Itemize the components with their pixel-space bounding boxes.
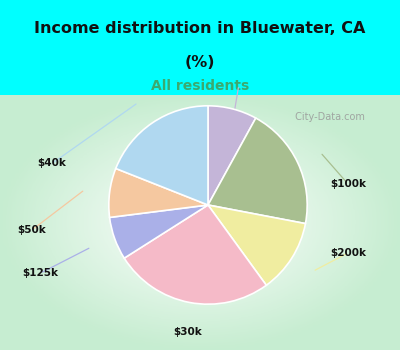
Text: > $200k: > $200k bbox=[206, 133, 254, 143]
Wedge shape bbox=[208, 205, 306, 285]
Wedge shape bbox=[208, 106, 256, 205]
Text: $30k: $30k bbox=[174, 327, 202, 337]
Wedge shape bbox=[116, 106, 208, 205]
Text: All residents: All residents bbox=[151, 79, 249, 93]
Text: (%): (%) bbox=[185, 55, 215, 70]
Text: $200k: $200k bbox=[330, 248, 366, 258]
Text: $50k: $50k bbox=[18, 225, 46, 235]
Text: $125k: $125k bbox=[22, 268, 58, 278]
Text: City-Data.com: City-Data.com bbox=[292, 112, 365, 122]
Text: Income distribution in Bluewater, CA: Income distribution in Bluewater, CA bbox=[34, 21, 366, 36]
Wedge shape bbox=[208, 118, 307, 224]
Wedge shape bbox=[109, 168, 208, 217]
Wedge shape bbox=[110, 205, 208, 258]
Wedge shape bbox=[124, 205, 266, 304]
Text: $40k: $40k bbox=[38, 159, 66, 168]
Text: $100k: $100k bbox=[330, 179, 366, 189]
